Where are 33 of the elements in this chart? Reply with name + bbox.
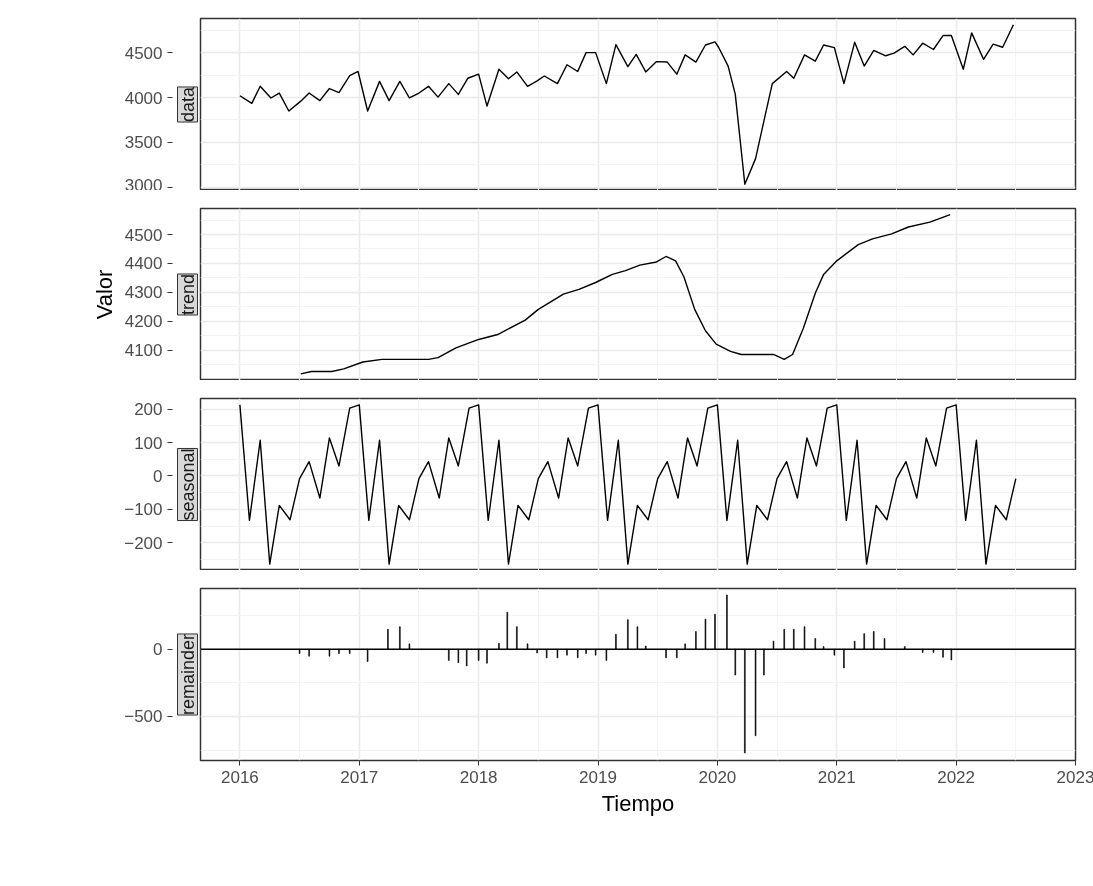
- y-tick-label: −100: [124, 500, 163, 520]
- line-series: [239, 404, 1017, 565]
- line-series: [239, 24, 1015, 185]
- y-tick-label: 4400: [124, 254, 163, 274]
- text: trend: [177, 273, 198, 316]
- x-tick-label: 2016: [220, 767, 259, 787]
- y-tick-label: −200: [124, 533, 163, 553]
- y-tick-label: 4200: [124, 312, 163, 332]
- x-tick-label: 2018: [459, 767, 498, 787]
- text: seasonal: [177, 448, 198, 521]
- y-tick-label: 3000: [124, 175, 163, 195]
- y-tick-label: 0: [153, 466, 163, 486]
- x-tick-label: 2019: [579, 767, 617, 787]
- y-tick-label: 4100: [124, 341, 163, 361]
- y-tick-label: 100: [134, 433, 163, 453]
- y-axis-title: Valor: [91, 269, 117, 320]
- line-series: [300, 213, 951, 375]
- y-tick-label: 0: [153, 640, 163, 660]
- y-tick-label: −500: [124, 707, 163, 727]
- x-tick-label: 2020: [698, 767, 737, 787]
- y-tick-label: 4500: [124, 43, 163, 63]
- text: remainder: [177, 633, 198, 716]
- x-tick-label: 2022: [937, 767, 976, 787]
- x-tick-label: 2023: [1056, 767, 1093, 787]
- y-tick-label: 200: [134, 400, 163, 420]
- text: data: [177, 85, 198, 123]
- y-tick-label: 4000: [124, 88, 163, 108]
- x-tick-label: 2021: [817, 767, 856, 787]
- y-tick-label: 3500: [124, 133, 163, 153]
- y-tick-label: 4500: [124, 225, 163, 245]
- x-axis-title: Tiempo: [601, 790, 675, 816]
- y-tick-label: 4300: [124, 283, 163, 303]
- x-tick-label: 2017: [340, 767, 379, 787]
